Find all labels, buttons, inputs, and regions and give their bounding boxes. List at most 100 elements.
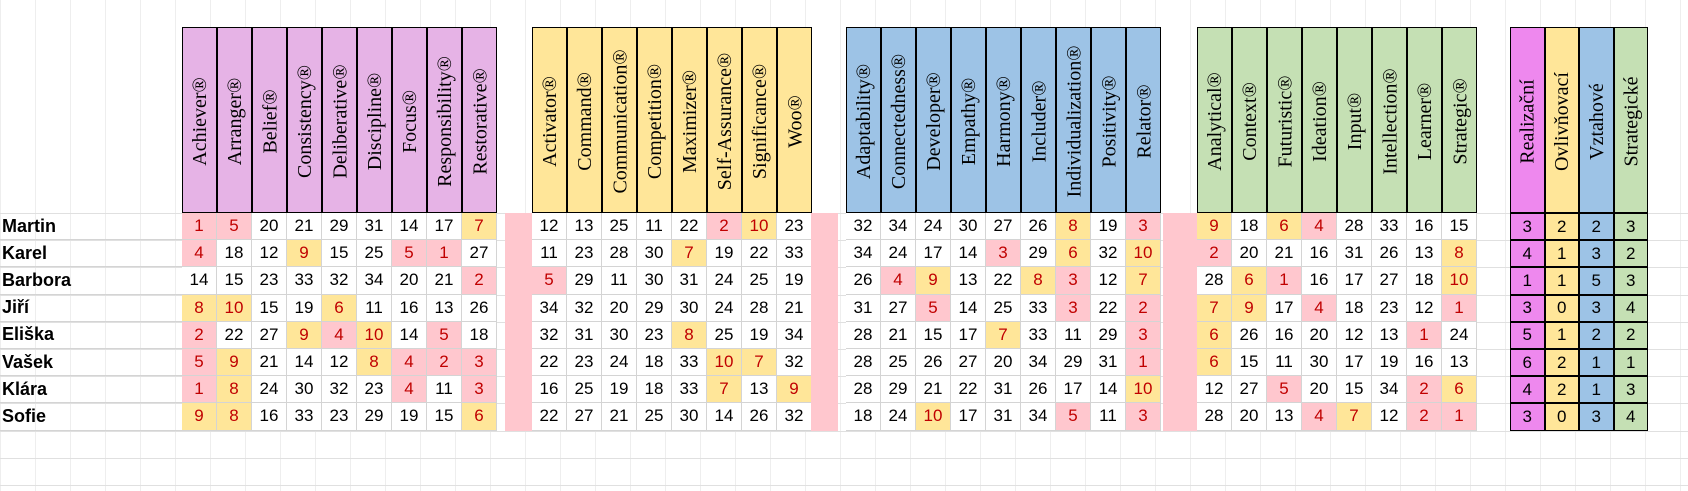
- rank-cell[interactable]: 7: [1197, 294, 1232, 322]
- summary-count[interactable]: 2: [1544, 376, 1579, 404]
- rank-cell[interactable]: 22: [672, 213, 707, 241]
- rank-cell[interactable]: 34: [881, 213, 916, 241]
- rank-cell[interactable]: 34: [1021, 403, 1056, 431]
- rank-cell[interactable]: 20: [392, 267, 427, 295]
- rank-cell[interactable]: 9: [1197, 213, 1232, 241]
- rank-cell[interactable]: 34: [1372, 376, 1407, 404]
- rank-cell[interactable]: 15: [1232, 349, 1267, 377]
- strength-header[interactable]: Deliberative®: [322, 27, 357, 213]
- rank-cell[interactable]: 29: [1056, 349, 1091, 377]
- strength-header[interactable]: Intellection®: [1372, 27, 1407, 213]
- rank-cell[interactable]: 4: [392, 349, 427, 377]
- rank-cell[interactable]: 2: [1407, 376, 1442, 404]
- summary-count[interactable]: 1: [1544, 240, 1579, 268]
- rank-cell[interactable]: 9: [287, 321, 322, 349]
- rank-cell[interactable]: 24: [602, 349, 637, 377]
- rank-cell[interactable]: 12: [1407, 294, 1442, 322]
- rank-cell[interactable]: 32: [532, 321, 567, 349]
- rank-cell[interactable]: 30: [1302, 349, 1337, 377]
- rank-cell[interactable]: 16: [1302, 240, 1337, 268]
- rank-cell[interactable]: 31: [986, 376, 1021, 404]
- rank-cell[interactable]: 3: [1056, 294, 1091, 322]
- person-name[interactable]: Klára: [0, 376, 182, 404]
- rank-cell[interactable]: 19: [602, 376, 637, 404]
- summary-count[interactable]: 3: [1510, 403, 1545, 431]
- rank-cell[interactable]: 14: [951, 294, 986, 322]
- summary-count[interactable]: 3: [1579, 403, 1614, 431]
- rank-cell[interactable]: 21: [427, 267, 462, 295]
- rank-cell[interactable]: 7: [986, 321, 1021, 349]
- rank-cell[interactable]: 2: [1197, 240, 1232, 268]
- rank-cell[interactable]: 12: [1372, 403, 1407, 431]
- summary-count[interactable]: 3: [1613, 213, 1648, 241]
- rank-cell[interactable]: 7: [707, 376, 742, 404]
- rank-cell[interactable]: 27: [252, 321, 287, 349]
- rank-cell[interactable]: 21: [252, 349, 287, 377]
- rank-cell[interactable]: 29: [322, 213, 357, 241]
- strength-header[interactable]: Ideation®: [1302, 27, 1337, 213]
- rank-cell[interactable]: 17: [1337, 267, 1372, 295]
- rank-cell[interactable]: 20: [1232, 240, 1267, 268]
- rank-cell[interactable]: 14: [287, 349, 322, 377]
- summary-count[interactable]: 1: [1544, 267, 1579, 295]
- rank-cell[interactable]: 2: [182, 321, 217, 349]
- rank-cell[interactable]: 23: [777, 213, 812, 241]
- rank-cell[interactable]: 12: [1091, 267, 1126, 295]
- summary-count[interactable]: 3: [1579, 240, 1614, 268]
- rank-cell[interactable]: 10: [1126, 240, 1161, 268]
- rank-cell[interactable]: 11: [1091, 403, 1126, 431]
- strength-header[interactable]: Arranger®: [217, 27, 252, 213]
- rank-cell[interactable]: 15: [427, 403, 462, 431]
- rank-cell[interactable]: 11: [637, 213, 672, 241]
- rank-cell[interactable]: 27: [951, 349, 986, 377]
- rank-cell[interactable]: 3: [1126, 321, 1161, 349]
- person-name[interactable]: Jiří: [0, 295, 182, 322]
- rank-cell[interactable]: 26: [846, 267, 881, 295]
- summary-count[interactable]: 2: [1544, 349, 1579, 377]
- rank-cell[interactable]: 12: [1197, 376, 1232, 404]
- strength-header[interactable]: Connectedness®: [881, 27, 916, 213]
- rank-cell[interactable]: 25: [707, 321, 742, 349]
- rank-cell[interactable]: 14: [1091, 376, 1126, 404]
- rank-cell[interactable]: 9: [287, 240, 322, 268]
- rank-cell[interactable]: 4: [1302, 213, 1337, 241]
- summary-count[interactable]: 4: [1613, 294, 1648, 322]
- rank-cell[interactable]: 8: [1056, 213, 1091, 241]
- rank-cell[interactable]: 7: [1337, 403, 1372, 431]
- rank-cell[interactable]: 2: [707, 213, 742, 241]
- rank-cell[interactable]: 18: [1232, 213, 1267, 241]
- rank-cell[interactable]: 34: [357, 267, 392, 295]
- rank-cell[interactable]: 26: [1372, 240, 1407, 268]
- rank-cell[interactable]: 9: [916, 267, 951, 295]
- rank-cell[interactable]: 19: [1372, 349, 1407, 377]
- strength-header[interactable]: Adaptability®: [846, 27, 881, 213]
- rank-cell[interactable]: 2: [462, 267, 497, 295]
- rank-cell[interactable]: 5: [392, 240, 427, 268]
- rank-cell[interactable]: 30: [672, 294, 707, 322]
- rank-cell[interactable]: 34: [532, 294, 567, 322]
- rank-cell[interactable]: 28: [846, 349, 881, 377]
- rank-cell[interactable]: 18: [217, 240, 252, 268]
- rank-cell[interactable]: 29: [637, 294, 672, 322]
- strength-header[interactable]: Maximizer®: [672, 27, 707, 213]
- rank-cell[interactable]: 17: [427, 213, 462, 241]
- rank-cell[interactable]: 5: [427, 321, 462, 349]
- rank-cell[interactable]: 16: [392, 294, 427, 322]
- rank-cell[interactable]: 30: [951, 213, 986, 241]
- rank-cell[interactable]: 10: [742, 213, 777, 241]
- person-name[interactable]: Sofie: [0, 403, 182, 431]
- rank-cell[interactable]: 15: [1442, 213, 1477, 241]
- summary-count[interactable]: 3: [1510, 213, 1545, 241]
- rank-cell[interactable]: 32: [777, 403, 812, 431]
- rank-cell[interactable]: 3: [462, 376, 497, 404]
- rank-cell[interactable]: 27: [881, 294, 916, 322]
- rank-cell[interactable]: 11: [357, 294, 392, 322]
- rank-cell[interactable]: 29: [567, 267, 602, 295]
- rank-cell[interactable]: 3: [1126, 213, 1161, 241]
- rank-cell[interactable]: 4: [1302, 403, 1337, 431]
- rank-cell[interactable]: 21: [777, 294, 812, 322]
- rank-cell[interactable]: 24: [707, 267, 742, 295]
- rank-cell[interactable]: 24: [916, 213, 951, 241]
- rank-cell[interactable]: 11: [602, 267, 637, 295]
- rank-cell[interactable]: 28: [846, 376, 881, 404]
